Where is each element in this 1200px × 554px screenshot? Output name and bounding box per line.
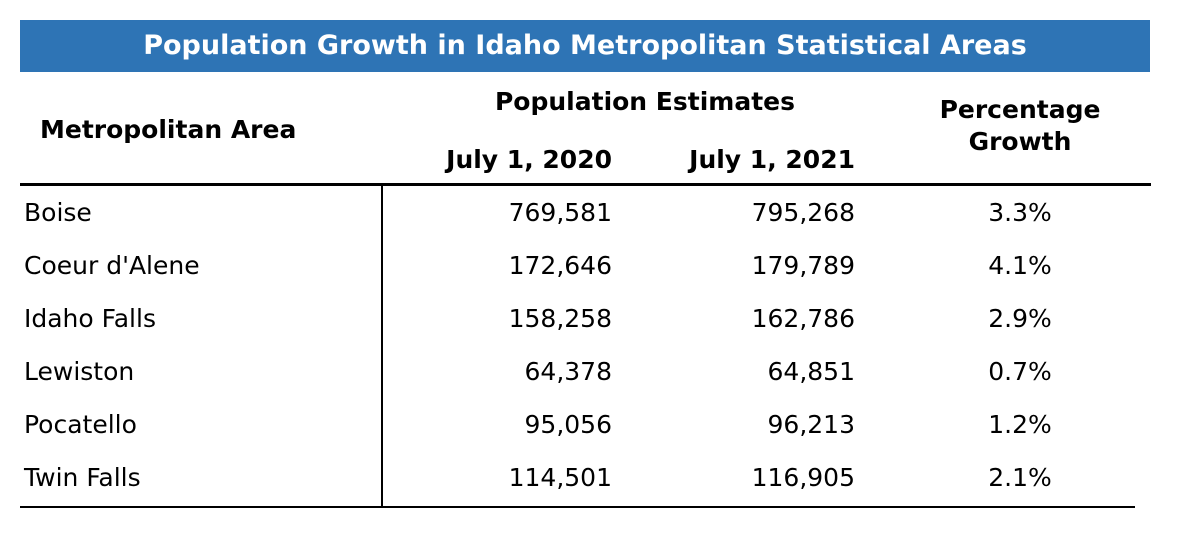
cell-percentage-growth: 4.1% [988,251,1052,280]
header-percentage-line2: Growth [968,127,1072,156]
cell-metro-area: Coeur d'Alene [24,251,200,280]
cell-metro-area: Idaho Falls [24,304,156,333]
cell-population-2021: 116,905 [751,463,855,492]
cell-population-2020: 172,646 [508,251,612,280]
cell-population-2021: 795,268 [751,198,855,227]
cell-population-2021: 96,213 [767,410,855,439]
cell-population-2021: 64,851 [767,357,855,386]
header-divider [20,183,1151,186]
cell-population-2020: 95,056 [524,410,612,439]
table-row: Coeur d'Alene 172,646 179,789 4.1% [0,239,1200,292]
table-row: Boise 769,581 795,268 3.3% [0,186,1200,239]
cell-population-2020: 769,581 [508,198,612,227]
cell-metro-area: Boise [24,198,92,227]
cell-percentage-growth: 0.7% [988,357,1052,386]
header-july-2021: July 1, 2021 [689,145,855,174]
cell-percentage-growth: 2.1% [988,463,1052,492]
cell-percentage-growth: 2.9% [988,304,1052,333]
header-population-estimates: Population Estimates [494,87,795,116]
cell-population-2020: 64,378 [524,357,612,386]
cell-metro-area: Lewiston [24,357,135,386]
header-percentage-line1: Percentage [939,95,1101,124]
cell-population-2021: 179,789 [751,251,855,280]
cell-percentage-growth: 1.2% [988,410,1052,439]
table-row: Lewiston 64,378 64,851 0.7% [0,345,1200,398]
cell-population-2021: 162,786 [751,304,855,333]
cell-population-2020: 114,501 [508,463,612,492]
column-divider [381,185,383,507]
header-july-2020: July 1, 2020 [446,145,612,174]
header-metropolitan-area: Metropolitan Area [40,115,297,144]
table-title: Population Growth in Idaho Metropolitan … [20,20,1150,72]
cell-population-2020: 158,258 [508,304,612,333]
cell-metro-area: Twin Falls [24,463,141,492]
table-bottom-rule [20,506,1135,508]
cell-percentage-growth: 3.3% [988,198,1052,227]
cell-metro-area: Pocatello [24,410,137,439]
table-row: Twin Falls 114,501 116,905 2.1% [0,451,1200,504]
header-percentage-growth: Percentage Growth [905,94,1135,158]
table-row: Idaho Falls 158,258 162,786 2.9% [0,292,1200,345]
table-row: Pocatello 95,056 96,213 1.2% [0,398,1200,451]
